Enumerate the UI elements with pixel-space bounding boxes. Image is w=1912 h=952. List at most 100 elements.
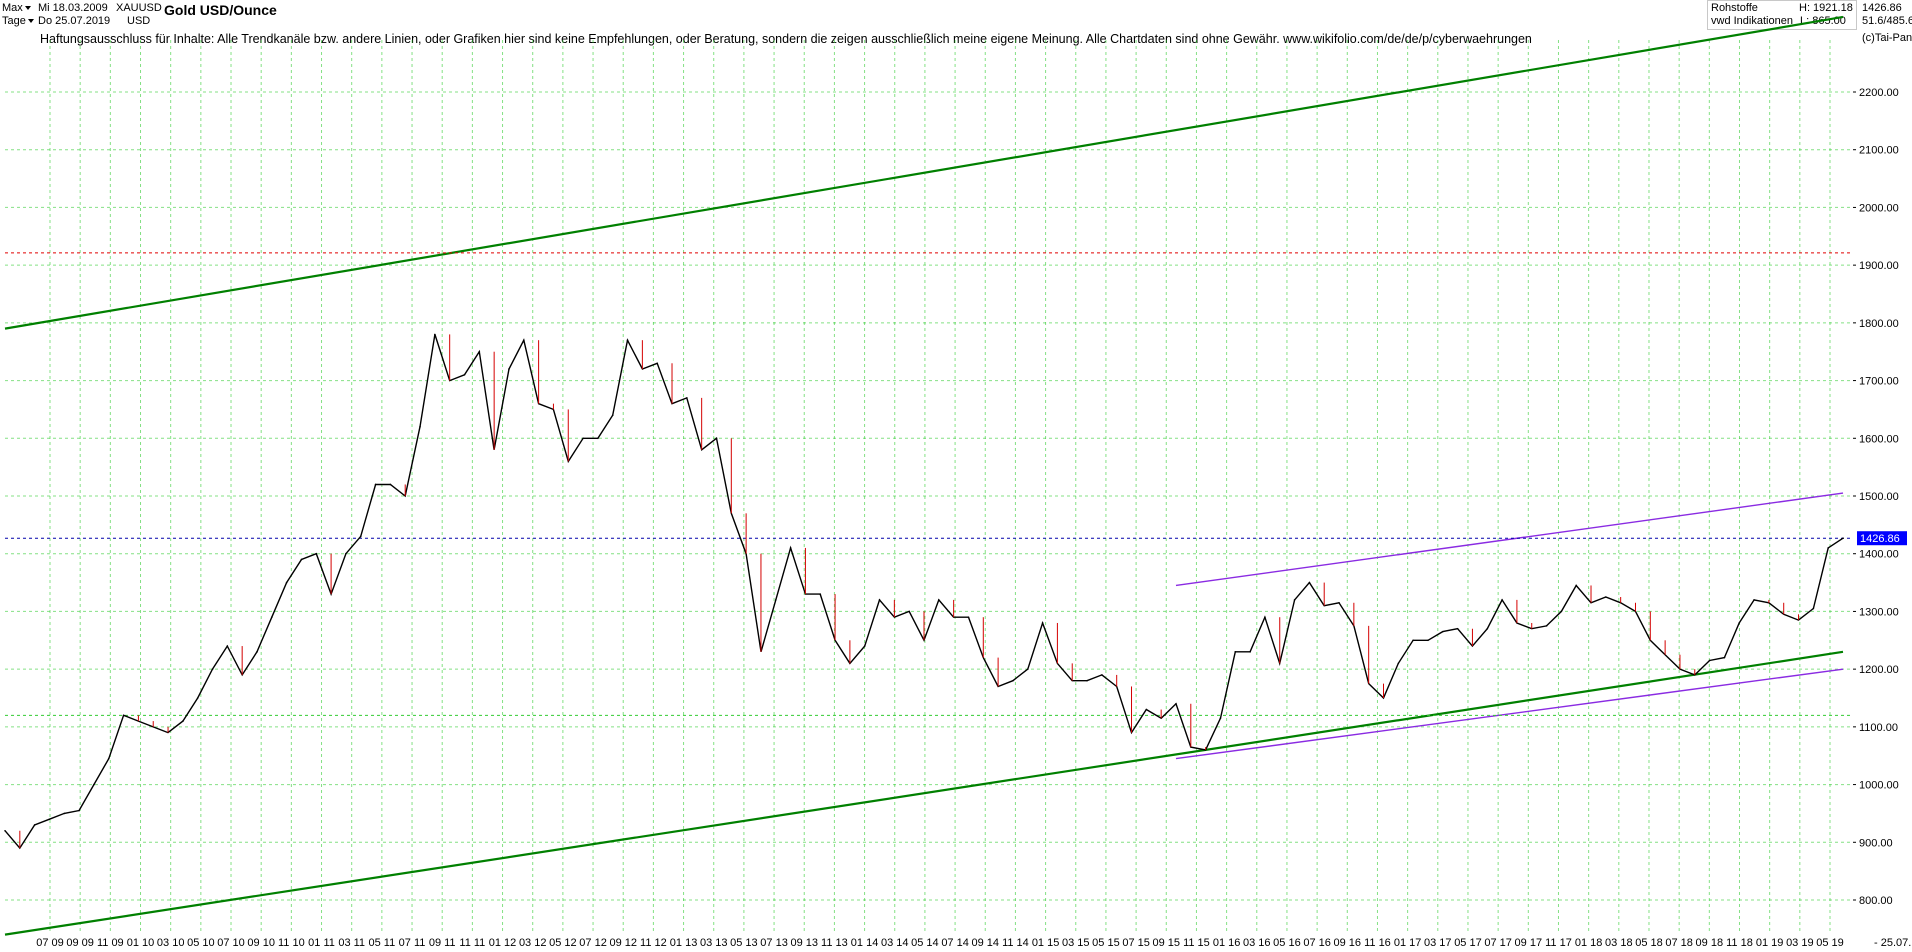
x-tick-label: 11 09 xyxy=(97,937,124,949)
price-point xyxy=(611,414,614,417)
last-price-tag-label: 1426.86 xyxy=(1860,533,1900,545)
price-point xyxy=(4,829,6,832)
price-point xyxy=(434,333,436,336)
y-tick-label: 1300.00 xyxy=(1859,606,1899,618)
x-tick-label: 01 13 xyxy=(670,937,698,949)
price-point xyxy=(597,437,599,440)
price-point xyxy=(93,783,95,786)
x-tick-label: 09 14 xyxy=(971,937,999,949)
x-tick-label: 03 12 xyxy=(519,937,547,949)
price-point xyxy=(1575,584,1577,587)
price-series-line xyxy=(4,334,1844,850)
channel-purple-lower xyxy=(1175,668,1844,760)
price-point xyxy=(1249,651,1251,653)
channel-purple-upper xyxy=(1175,492,1844,587)
x-tick-label: 09 11 xyxy=(429,937,456,949)
period-label: Max xyxy=(2,2,23,14)
price-point xyxy=(1560,610,1563,613)
x-tick-label: 03 13 xyxy=(700,937,728,949)
price-point xyxy=(226,645,229,647)
price-point xyxy=(1708,659,1711,662)
x-tick-label: 05 13 xyxy=(730,937,758,949)
price-point xyxy=(1412,639,1414,642)
y-tick-label: 1200.00 xyxy=(1859,664,1899,676)
price-point xyxy=(1026,668,1029,670)
price-point xyxy=(1264,616,1266,618)
x-tick-label: 09 17 xyxy=(1515,937,1543,949)
y-tick-label: 2000.00 xyxy=(1859,202,1899,214)
x-tick-label: 03 11 xyxy=(338,937,365,949)
x-tick-label: 09 09 xyxy=(66,937,94,949)
price-point xyxy=(1397,662,1400,665)
price-point xyxy=(48,818,51,820)
x-tick-label: 11 15 xyxy=(1183,937,1210,949)
x-tick-label: 05 19 xyxy=(1816,937,1844,949)
x-tick-label: 03 14 xyxy=(881,937,909,949)
price-point xyxy=(315,552,318,555)
y-tick-label: 2100.00 xyxy=(1859,145,1899,157)
x-tick-label: 09 16 xyxy=(1334,937,1362,949)
price-point xyxy=(1041,622,1044,624)
price-point xyxy=(182,720,184,722)
price-point xyxy=(1545,625,1548,627)
x-tick-label: 09 18 xyxy=(1696,937,1724,949)
price-point xyxy=(1308,581,1311,584)
price-point xyxy=(1441,630,1444,633)
x-tick-label: 01 17 xyxy=(1394,937,1422,949)
category-label: Rohstoffe xyxy=(1711,2,1758,14)
price-point xyxy=(478,350,481,353)
x-tick-label: 09 13 xyxy=(790,937,818,949)
x-tick-label: 03 19 xyxy=(1786,937,1814,949)
price-point xyxy=(359,535,362,538)
x-tick-label: 09 12 xyxy=(609,937,637,949)
x-tick-label: 05 10 xyxy=(187,937,215,949)
x-tick-label: 03 10 xyxy=(157,937,185,949)
price-point xyxy=(1101,674,1103,676)
price-point xyxy=(1486,627,1489,630)
x-tick-label: 01 19 xyxy=(1756,937,1784,949)
x-tick-label: 07 09 xyxy=(36,937,64,949)
interval-dropdown[interactable]: Tage xyxy=(2,15,34,27)
price-point xyxy=(522,339,525,341)
price-point xyxy=(1812,607,1815,610)
x-tick-label: 09 10 xyxy=(247,937,275,949)
x-tick-label: 01 18 xyxy=(1575,937,1603,949)
x-tick-label: 03 15 xyxy=(1062,937,1090,949)
price-point xyxy=(463,374,466,376)
price-point xyxy=(1723,656,1726,659)
x-tick-label: 07 14 xyxy=(941,937,969,949)
x-last-label: - 25.07.19 xyxy=(1874,937,1912,949)
price-point xyxy=(345,552,347,555)
x-tick-label: 11 12 xyxy=(640,937,667,949)
price-point xyxy=(1293,599,1296,601)
y-tick-label: 1000.00 xyxy=(1859,780,1899,792)
price-point xyxy=(1605,596,1607,598)
price-point xyxy=(389,483,392,486)
chevron-down-icon xyxy=(24,6,31,11)
period-dropdown[interactable]: Max xyxy=(2,2,31,14)
price-point xyxy=(1175,702,1177,705)
x-tick-label: 03 18 xyxy=(1605,937,1633,949)
price-point xyxy=(1842,537,1844,540)
x-tick-label: 07 15 xyxy=(1122,937,1150,949)
x-tick-label: 07 13 xyxy=(760,937,788,949)
x-tick-label: 11 16 xyxy=(1364,937,1391,949)
x-tick-label: 01 15 xyxy=(1032,937,1060,949)
x-tick-label: 05 16 xyxy=(1273,937,1301,949)
x-tick-label: 01 16 xyxy=(1213,937,1241,949)
x-tick-label: 11 10 xyxy=(278,937,305,949)
y-tick-label: 900.00 xyxy=(1859,837,1893,849)
x-tick-label: 11 17 xyxy=(1545,937,1572,949)
x-tick-label: 05 15 xyxy=(1092,937,1120,949)
y-tick-label: 1100.00 xyxy=(1859,722,1898,734)
x-tick-label: 07 16 xyxy=(1303,937,1331,949)
y-tick-label: 2200.00 xyxy=(1859,87,1899,99)
price-point xyxy=(211,668,214,670)
x-tick-label: 07 18 xyxy=(1665,937,1693,949)
price-point xyxy=(1753,599,1755,601)
x-tick-label: 07 10 xyxy=(217,937,245,949)
price-point xyxy=(122,714,125,717)
price-point xyxy=(908,610,910,613)
x-tick-label: 01 14 xyxy=(851,937,879,949)
